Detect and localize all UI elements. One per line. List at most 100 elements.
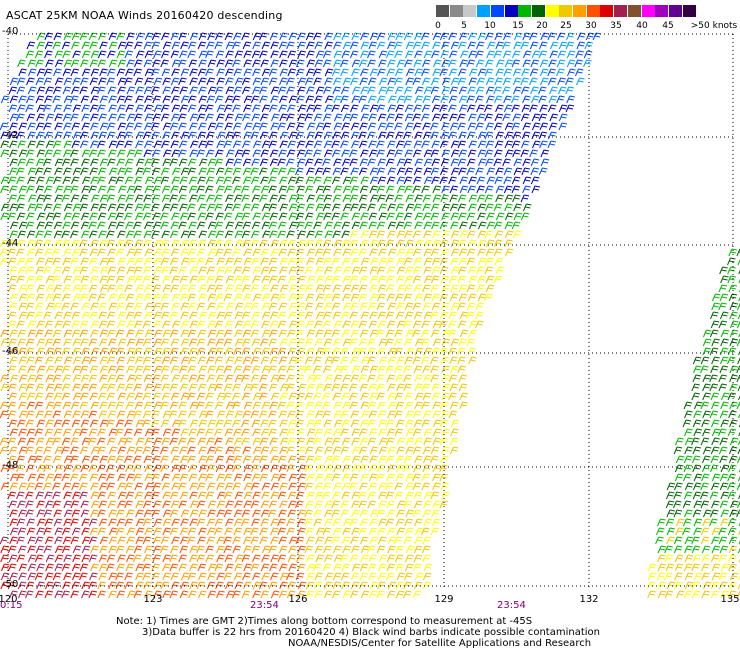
wind-barb bbox=[135, 140, 144, 149]
wind-barb bbox=[322, 491, 331, 500]
legend-tick-label: 25 bbox=[560, 21, 572, 31]
wind-barb bbox=[232, 41, 241, 50]
wind-barb bbox=[26, 482, 35, 491]
wind-barb bbox=[441, 392, 450, 401]
wind-barb bbox=[106, 230, 115, 239]
wind-barb bbox=[234, 284, 244, 293]
wind-barb bbox=[53, 230, 63, 239]
wind-barb bbox=[278, 590, 288, 599]
wind-barb bbox=[493, 221, 503, 230]
wind-barb bbox=[35, 383, 45, 392]
wind-barb bbox=[171, 176, 181, 185]
wind-barb bbox=[360, 239, 369, 248]
wind-barb bbox=[142, 536, 152, 545]
wind-barb bbox=[341, 230, 350, 239]
wind-barb bbox=[261, 347, 270, 356]
wind-barb bbox=[325, 95, 334, 104]
wind-barb bbox=[196, 302, 206, 311]
wind-barb bbox=[503, 167, 513, 176]
wind-barb bbox=[468, 32, 477, 41]
wind-barb bbox=[7, 212, 17, 221]
wind-barb bbox=[719, 266, 728, 275]
wind-barb bbox=[657, 545, 667, 554]
wind-barb bbox=[97, 527, 107, 536]
wind-barb bbox=[440, 410, 450, 419]
wind-barb bbox=[151, 41, 161, 50]
wind-barb bbox=[189, 149, 198, 158]
wind-barb bbox=[124, 419, 133, 428]
wind-barb bbox=[88, 284, 98, 293]
wind-barb bbox=[439, 221, 449, 230]
wind-barb bbox=[71, 41, 80, 50]
wind-barb bbox=[432, 320, 442, 329]
wind-barb bbox=[701, 545, 711, 554]
wind-barb bbox=[342, 545, 352, 554]
wind-barb bbox=[350, 293, 360, 302]
wind-barb bbox=[306, 131, 316, 140]
wind-barb bbox=[108, 446, 118, 455]
wind-barb bbox=[223, 536, 232, 545]
wind-barb bbox=[314, 239, 323, 248]
wind-barb bbox=[709, 311, 719, 320]
wind-barb bbox=[287, 581, 297, 590]
wind-barb bbox=[225, 158, 235, 167]
wind-barb bbox=[514, 32, 523, 41]
wind-barb bbox=[52, 572, 62, 581]
wind-barb bbox=[377, 158, 386, 167]
wind-barb bbox=[36, 221, 46, 230]
wind-barb bbox=[160, 536, 170, 545]
wind-barb bbox=[369, 185, 379, 194]
wind-barb bbox=[332, 518, 342, 527]
wind-barb bbox=[387, 32, 397, 41]
wind-barb bbox=[270, 518, 279, 527]
wind-barb bbox=[80, 275, 90, 284]
wind-barb bbox=[324, 221, 334, 230]
wind-barb bbox=[503, 185, 513, 194]
wind-barb bbox=[719, 311, 729, 320]
wind-barb bbox=[540, 149, 550, 158]
wind-barb bbox=[98, 203, 108, 212]
wind-barb bbox=[718, 320, 728, 329]
wind-barb bbox=[341, 419, 351, 428]
wind-barb bbox=[396, 527, 406, 536]
wind-barb bbox=[269, 446, 279, 455]
wind-barb bbox=[448, 131, 457, 140]
wind-barb bbox=[79, 563, 89, 572]
wind-barb bbox=[467, 266, 477, 275]
wind-barb bbox=[403, 320, 412, 329]
wind-barb bbox=[349, 230, 359, 239]
wind-barb bbox=[369, 32, 379, 41]
wind-barb bbox=[711, 338, 720, 347]
wind-barb bbox=[403, 338, 413, 347]
wind-barb bbox=[431, 293, 441, 302]
wind-barb bbox=[53, 86, 62, 95]
wind-barb bbox=[448, 104, 457, 113]
wind-barb bbox=[97, 176, 106, 185]
wind-barb bbox=[459, 311, 469, 320]
wind-barb bbox=[333, 266, 343, 275]
wind-barb bbox=[152, 113, 162, 122]
wind-barb bbox=[360, 212, 369, 221]
wind-barb bbox=[35, 545, 45, 554]
wind-barb bbox=[385, 455, 395, 464]
wind-barb bbox=[358, 338, 368, 347]
wind-barb bbox=[405, 77, 414, 86]
wind-barb bbox=[79, 266, 89, 275]
wind-barb bbox=[259, 437, 269, 446]
wind-barb bbox=[135, 329, 144, 338]
wind-barb bbox=[179, 50, 188, 59]
wind-barb bbox=[251, 257, 260, 266]
wind-barb bbox=[430, 356, 439, 365]
wind-barb bbox=[160, 374, 170, 383]
wind-barb bbox=[342, 113, 352, 122]
wind-barb bbox=[117, 536, 126, 545]
wind-barb bbox=[324, 230, 334, 239]
wind-barb bbox=[9, 140, 18, 149]
wind-barb bbox=[170, 140, 180, 149]
wind-barb bbox=[216, 77, 225, 86]
wind-barb bbox=[288, 320, 298, 329]
wind-barb bbox=[43, 68, 53, 77]
wind-barb bbox=[252, 401, 262, 410]
wind-barb bbox=[125, 401, 135, 410]
wind-barb bbox=[252, 104, 261, 113]
